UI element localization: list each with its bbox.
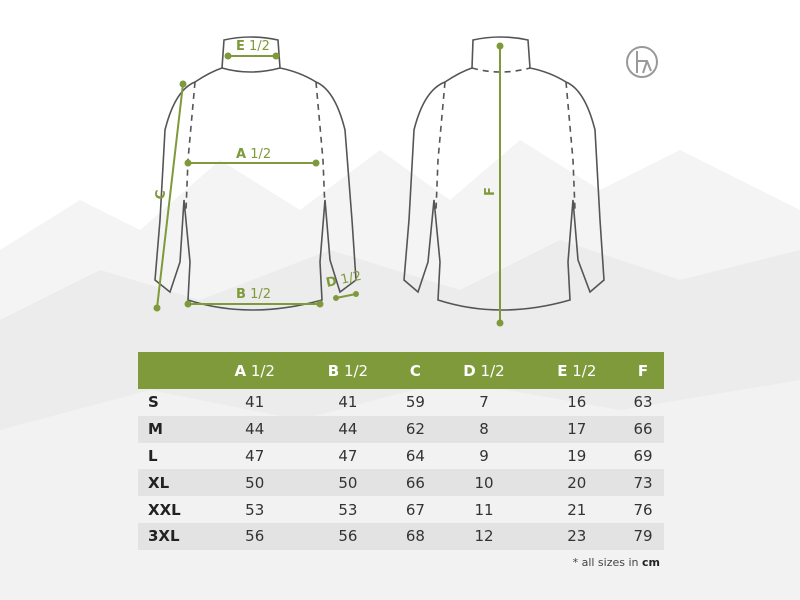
measurement-cell: 44 bbox=[301, 415, 395, 443]
brand-logo-icon bbox=[626, 46, 658, 78]
size-label: S bbox=[148, 393, 159, 412]
measurement-cell: 56 bbox=[301, 522, 395, 550]
measurement-cell: 56 bbox=[208, 522, 302, 550]
label-f: F bbox=[483, 187, 498, 196]
measurement-cell: 64 bbox=[405, 446, 425, 465]
measurement-cell: 53 bbox=[245, 500, 265, 519]
measurement-cell: 8 bbox=[436, 415, 532, 443]
measurement-cell: 66 bbox=[622, 415, 664, 443]
measurement-cell: 50 bbox=[301, 469, 395, 497]
measurement-cell: 59 bbox=[405, 393, 425, 412]
header-e: E 1/2 bbox=[531, 352, 623, 389]
measurement-cell: 76 bbox=[633, 500, 653, 519]
table-row: L 47 47 64 9 19 69 bbox=[138, 443, 664, 470]
label-a: A 1/2 bbox=[236, 147, 271, 162]
measurement-cell: 62 bbox=[394, 415, 437, 443]
measurement-cell: 11 bbox=[474, 500, 494, 519]
size-label: XL bbox=[138, 469, 208, 497]
measurement-cell: 50 bbox=[208, 469, 302, 497]
measurement-cell: 73 bbox=[622, 469, 664, 497]
label-d: D 1/2 bbox=[325, 269, 363, 291]
header-size bbox=[138, 352, 208, 389]
measurement-cell: 12 bbox=[436, 522, 532, 550]
jacket-diagram: E 1/2 A 1/2 B 1/2 C D 1/2 F bbox=[153, 36, 605, 327]
size-label: XXL bbox=[148, 500, 181, 519]
header-b: B 1/2 bbox=[301, 352, 395, 389]
measurement-cell: 79 bbox=[622, 522, 664, 550]
measurement-cell: 44 bbox=[208, 415, 302, 443]
table-row: S 41 41 59 7 16 63 bbox=[138, 389, 664, 416]
measurement-cell: 23 bbox=[531, 522, 623, 550]
table-row: XL 50 50 66 10 20 73 bbox=[138, 469, 664, 497]
measurement-cell: 68 bbox=[394, 522, 437, 550]
measurement-cell: 41 bbox=[245, 393, 265, 412]
measurement-cell: 16 bbox=[567, 393, 587, 412]
size-label: L bbox=[148, 446, 158, 465]
measurement-cell: 69 bbox=[633, 446, 653, 465]
size-label: 3XL bbox=[138, 522, 208, 550]
measurement-cell: 21 bbox=[567, 500, 587, 519]
label-e: E 1/2 bbox=[236, 39, 270, 54]
measurement-cell: 66 bbox=[394, 469, 437, 497]
size-table: A 1/2 B 1/2 C D 1/2 E 1/2 F S 41 41 59 7 16 63… bbox=[138, 352, 664, 550]
table-row: M 44 44 62 8 17 66 bbox=[138, 415, 664, 443]
measurement-cell: 67 bbox=[405, 500, 425, 519]
label-b: B 1/2 bbox=[236, 287, 271, 302]
measurement-cell: 63 bbox=[633, 393, 653, 412]
measurement-cell: 7 bbox=[479, 393, 489, 412]
measurement-cell: 10 bbox=[436, 469, 532, 497]
header-c: C bbox=[394, 352, 437, 389]
header-f: F bbox=[622, 352, 664, 389]
measurement-cell: 53 bbox=[338, 500, 358, 519]
front-jacket-outline bbox=[154, 36, 357, 311]
table-header-row: A 1/2 B 1/2 C D 1/2 E 1/2 F bbox=[138, 352, 664, 389]
table-row: 3XL 56 56 68 12 23 79 bbox=[138, 522, 664, 550]
measurement-cell: 47 bbox=[245, 446, 265, 465]
units-note: * all sizes in cm bbox=[572, 556, 660, 569]
measurement-cell: 20 bbox=[531, 469, 623, 497]
measurement-cell: 41 bbox=[338, 393, 358, 412]
back-jacket-outline bbox=[403, 36, 605, 311]
table-row: XXL 53 53 67 11 21 76 bbox=[138, 496, 664, 523]
label-c: C bbox=[153, 189, 169, 200]
measurement-cell: 17 bbox=[531, 415, 623, 443]
header-a: A 1/2 bbox=[208, 352, 302, 389]
measurement-lines bbox=[153, 42, 504, 327]
measurement-cell: 47 bbox=[338, 446, 358, 465]
measurement-cell: 19 bbox=[567, 446, 587, 465]
size-label: M bbox=[138, 415, 208, 443]
measurement-cell: 9 bbox=[479, 446, 489, 465]
header-d: D 1/2 bbox=[436, 352, 532, 389]
